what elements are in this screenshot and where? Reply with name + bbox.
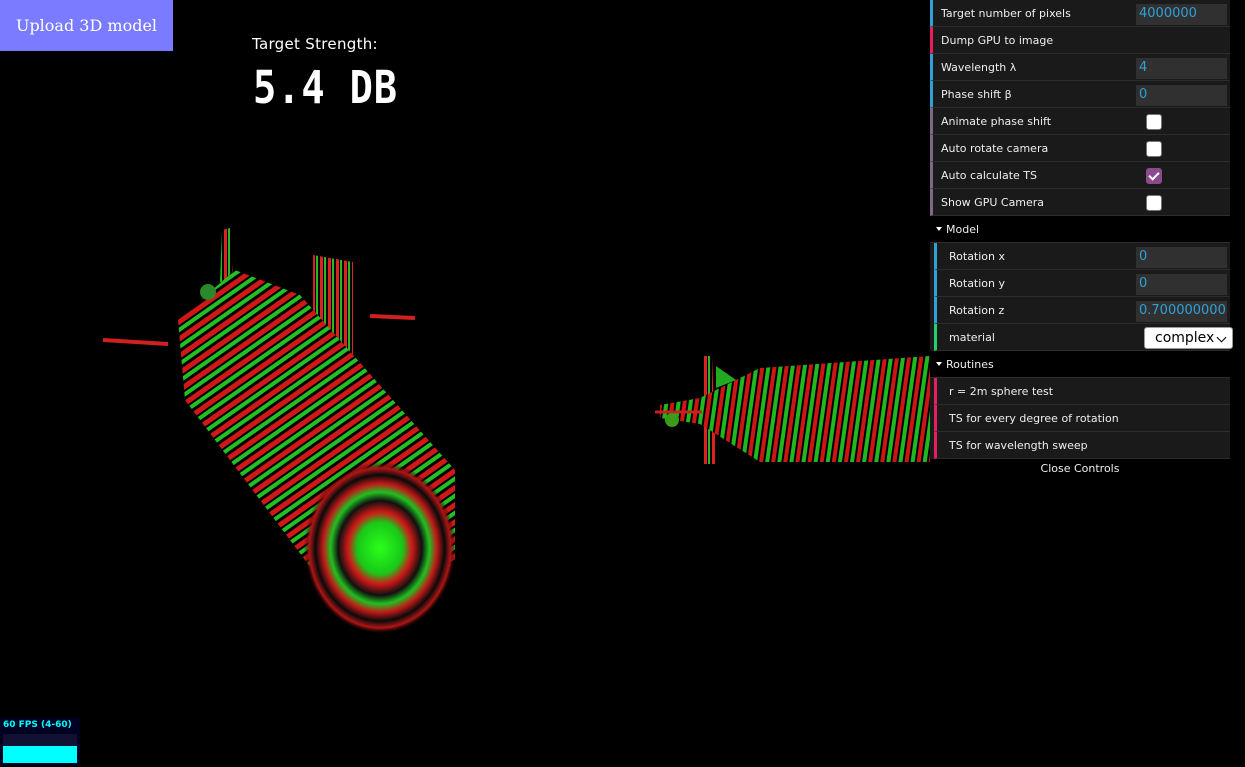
rotation-z-input[interactable]: 0.700000000 [1136, 301, 1227, 322]
target-pixels-row: Target number of pixels 4000000 [930, 0, 1230, 27]
submarine-model-right [655, 356, 930, 464]
ts-rotation-label: TS for every degree of rotation [949, 412, 1119, 425]
animate-phase-checkbox[interactable] [1146, 114, 1162, 130]
auto-ts-checkbox[interactable] [1146, 168, 1162, 184]
auto-rotate-label: Auto rotate camera [941, 142, 1049, 155]
phase-shift-row: Phase shift β 0 [930, 81, 1230, 108]
routines-folder-label: Routines [946, 358, 994, 371]
rotation-z-label: Rotation z [949, 304, 1005, 317]
target-pixels-input[interactable]: 4000000 [1136, 4, 1227, 25]
target-strength-label: Target Strength: [252, 35, 378, 53]
sphere-test-button[interactable]: r = 2m sphere test [934, 378, 1230, 405]
rotation-x-row: Rotation x 0 [934, 243, 1230, 270]
model-folder-label: Model [946, 223, 980, 236]
material-select[interactable]: complex [1144, 327, 1233, 349]
auto-ts-row: Auto calculate TS [930, 162, 1230, 189]
material-row: material complex [934, 324, 1233, 351]
dump-gpu-label: Dump GPU to image [941, 34, 1054, 47]
animate-phase-label: Animate phase shift [941, 115, 1052, 128]
ts-wavelength-button[interactable]: TS for wavelength sweep [934, 432, 1230, 459]
rotation-x-input[interactable]: 0 [1136, 247, 1227, 268]
rotation-y-row: Rotation y 0 [934, 270, 1230, 297]
target-pixels-label: Target number of pixels [941, 7, 1071, 20]
rotation-y-label: Rotation y [949, 277, 1006, 290]
controls-panel: Target number of pixels 4000000 Dump GPU… [930, 0, 1233, 479]
fps-graph-background [3, 734, 77, 746]
phase-shift-input[interactable]: 0 [1136, 85, 1227, 106]
submarine-model-left [102, 228, 456, 634]
rotation-x-label: Rotation x [949, 250, 1006, 263]
fps-stats-panel[interactable]: 60 FPS (4-60) [0, 718, 80, 766]
show-gpu-camera-row: Show GPU Camera [930, 189, 1230, 216]
material-select-value: complex [1155, 330, 1215, 346]
close-controls-button[interactable]: Close Controls [930, 459, 1230, 479]
ts-wavelength-label: TS for wavelength sweep [949, 439, 1088, 452]
material-label: material [949, 331, 995, 344]
show-gpu-camera-checkbox[interactable] [1146, 195, 1162, 211]
animate-phase-row: Animate phase shift [930, 108, 1230, 135]
auto-ts-label: Auto calculate TS [941, 169, 1037, 182]
ts-rotation-button[interactable]: TS for every degree of rotation [934, 405, 1230, 432]
show-gpu-camera-label: Show GPU Camera [941, 196, 1045, 209]
target-strength-value: 5.4 DB [253, 61, 398, 114]
wavelength-row: Wavelength λ 4 [930, 54, 1230, 81]
fps-readout: 60 FPS (4-60) [3, 720, 72, 730]
fps-graph [3, 734, 77, 763]
caret-down-icon [936, 362, 942, 366]
model-folder-title[interactable]: Model [930, 216, 1230, 243]
wavelength-input[interactable]: 4 [1136, 58, 1227, 79]
sphere-test-label: r = 2m sphere test [949, 385, 1054, 398]
caret-down-icon [936, 227, 942, 231]
dump-gpu-button[interactable]: Dump GPU to image [930, 27, 1230, 54]
rotation-y-input[interactable]: 0 [1136, 274, 1227, 295]
auto-rotate-row: Auto rotate camera [930, 135, 1230, 162]
wavelength-label: Wavelength λ [941, 61, 1017, 74]
upload-3d-model-button[interactable]: Upload 3D model [0, 0, 173, 51]
auto-rotate-checkbox[interactable] [1146, 141, 1162, 157]
routines-folder-title[interactable]: Routines [930, 351, 1230, 378]
phase-shift-label: Phase shift β [941, 88, 1012, 101]
chevron-down-icon [1216, 332, 1227, 343]
rotation-z-row: Rotation z 0.700000000 [934, 297, 1230, 324]
